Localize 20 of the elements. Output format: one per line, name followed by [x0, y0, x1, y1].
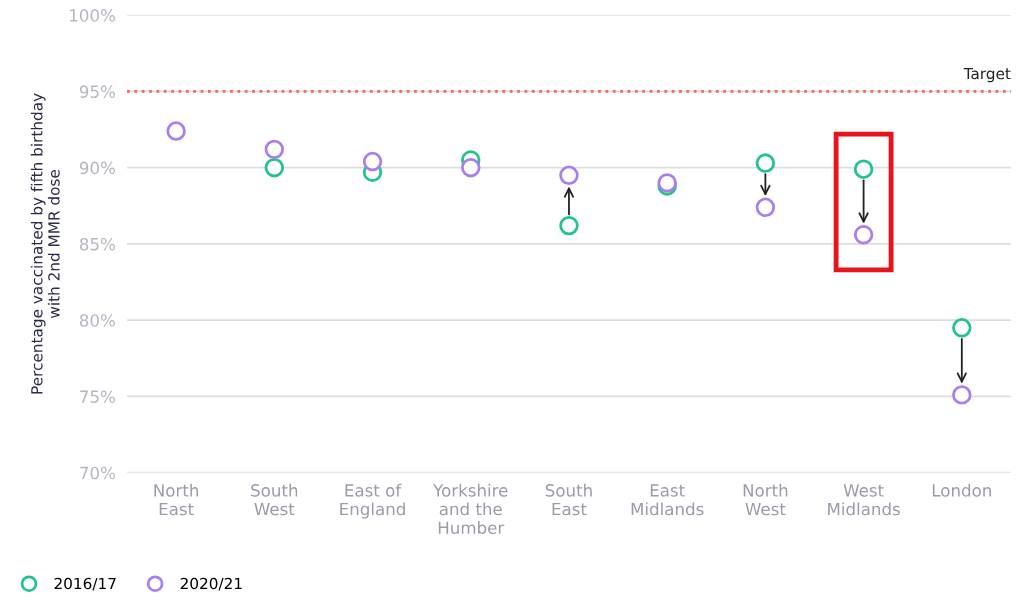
y-axis-title: Percentage vaccinated by fifth birthday with 2nd MMR dose — [30, 93, 60, 394]
ref-line-label: Target — [963, 67, 1011, 83]
x-tick-label: Yorkshire and the Humber — [433, 483, 508, 535]
y-tick-label: 85% — [79, 237, 115, 251]
x-tick-label: South East — [545, 483, 592, 516]
x-tick-label: South West — [251, 483, 298, 516]
x-tick-label: East of England — [340, 483, 405, 519]
y-tick-label: 75% — [80, 390, 115, 403]
y-tick-label: 95% — [79, 85, 115, 98]
y-tick-label: 100% — [70, 9, 115, 22]
x-tick-label: North East — [154, 483, 198, 516]
legend-label: 2020/21 — [180, 577, 242, 591]
y-tick-label: 80% — [79, 314, 115, 327]
x-tick-label: London — [932, 483, 991, 497]
legend-label: 2016/17 — [54, 577, 116, 591]
x-tick-label: East Midlands — [631, 484, 704, 516]
y-tick-label: 70% — [80, 466, 115, 480]
y-tick-label: 90% — [79, 161, 115, 175]
x-tick-label: West Midlands — [828, 484, 900, 516]
x-tick-label: North West — [743, 483, 788, 516]
